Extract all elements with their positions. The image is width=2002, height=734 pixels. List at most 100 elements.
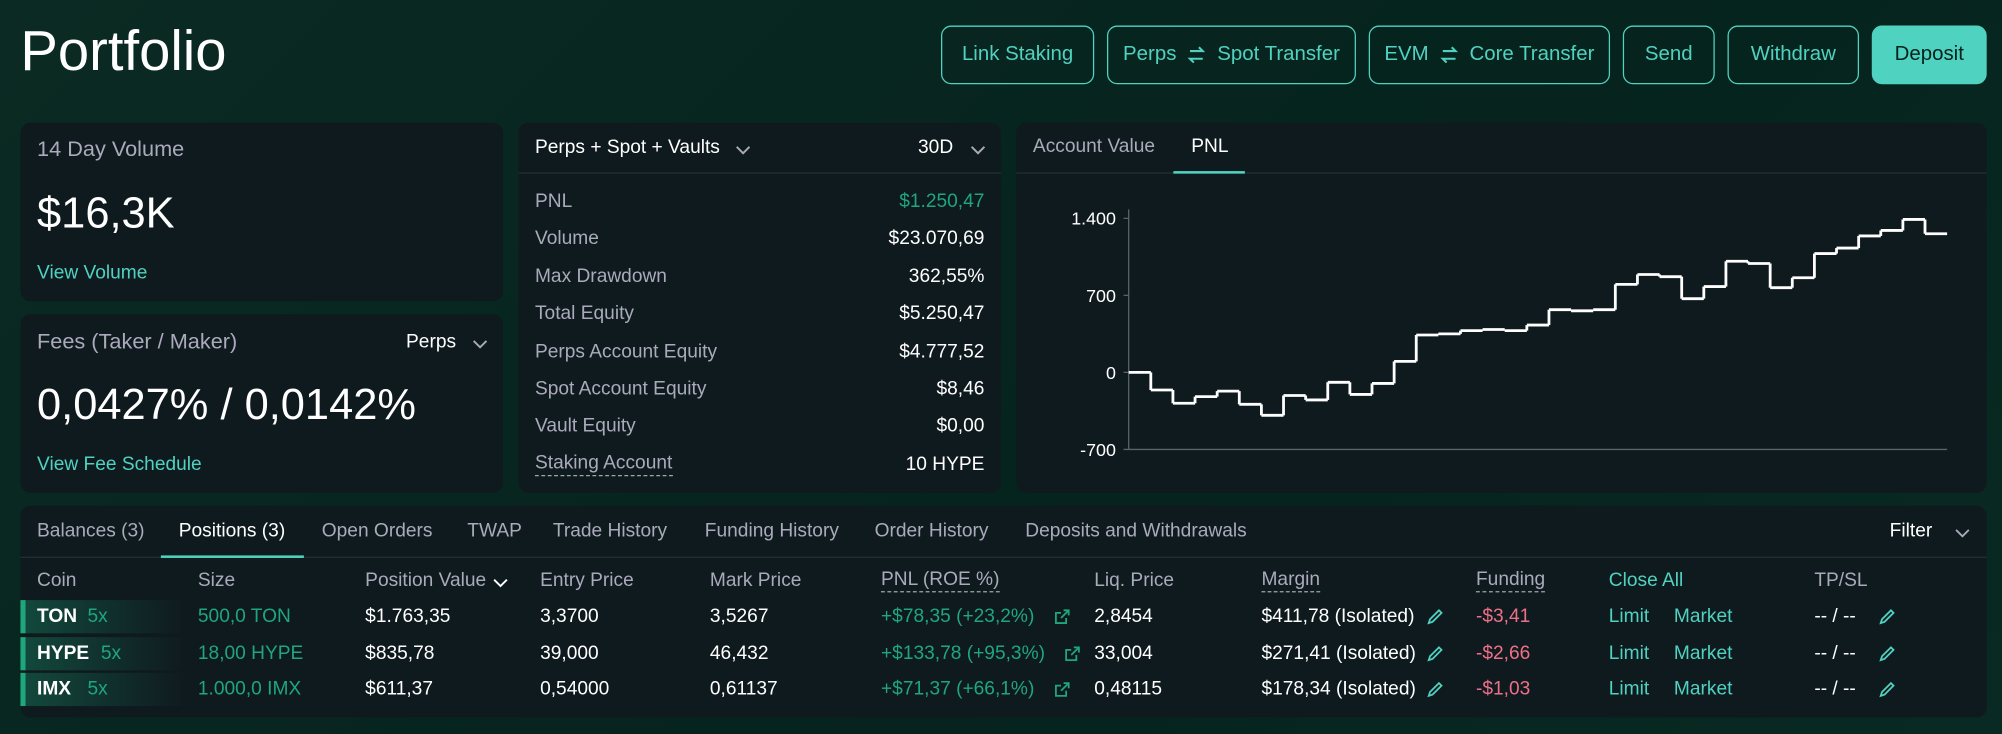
divider xyxy=(1016,172,1987,174)
stat-label: PNL xyxy=(534,190,573,212)
header-button[interactable]: Deposit xyxy=(1871,25,1987,85)
card-title: 14 Day Volume xyxy=(37,136,185,161)
stat-label: Perps Account Equity xyxy=(534,340,718,363)
y-tick-label: 1.400 xyxy=(1071,209,1116,229)
filter-button[interactable]: Filter xyxy=(1889,519,1933,542)
pnl: +$133,78 (+95,3%) xyxy=(880,641,1045,664)
row-side-indicator xyxy=(20,672,184,707)
edit-tpsl-icon xyxy=(1879,681,1895,698)
entry-price: 0,54000 xyxy=(540,677,610,700)
card-value: $16,3K xyxy=(37,188,175,238)
card-link[interactable]: View Fee Schedule xyxy=(37,453,202,475)
header-button[interactable]: Withdraw xyxy=(1727,25,1860,85)
tp-sl: -- / -- xyxy=(1814,605,1856,627)
coin: HYPE xyxy=(37,641,90,664)
margin: $411,78 (Isolated) xyxy=(1261,605,1415,627)
stat-label: Total Equity xyxy=(534,302,634,325)
column-header[interactable]: Position Value xyxy=(365,569,487,592)
close-limit[interactable]: Limit xyxy=(1608,605,1650,627)
chart-tab[interactable]: Account Value xyxy=(1032,135,1156,158)
external-link-icon xyxy=(1054,682,1070,697)
mark-price: 0,61137 xyxy=(709,677,778,700)
page-title: Portfolio xyxy=(20,20,227,83)
close-market[interactable]: Market xyxy=(1673,677,1733,700)
liq-price: 2,8454 xyxy=(1094,605,1153,627)
positions-tab[interactable]: Order History xyxy=(874,519,989,542)
close-market[interactable]: Market xyxy=(1673,641,1733,664)
chevron xyxy=(970,146,986,155)
positions-tab[interactable]: Deposits and Withdrawals xyxy=(1025,519,1247,542)
button-label: Deposit xyxy=(1894,43,1964,66)
fee-selector[interactable]: Perps xyxy=(406,330,457,353)
edit-margin-icon xyxy=(1427,609,1443,625)
stats-panel: Perps + Spot + Vaults 30D PNL $1.250,47 Volu… xyxy=(518,122,1002,493)
header-button[interactable]: EVM Core Transfer xyxy=(1368,25,1611,85)
card-link[interactable]: View Volume xyxy=(37,261,148,284)
positions-tab[interactable]: Balances (3) xyxy=(37,519,145,542)
mark-price: 46,432 xyxy=(709,641,769,664)
funding: -$1,03 xyxy=(1475,677,1531,700)
volume-card: 14 Day Volume $16,3K View Volume xyxy=(20,122,504,302)
period-selector[interactable]: 30D xyxy=(918,136,954,159)
position-value: $611,37 xyxy=(365,677,433,700)
y-tick-label: 700 xyxy=(1086,286,1116,306)
column-header: Coin xyxy=(37,569,77,592)
stat-value: $5.250,47 xyxy=(899,302,985,325)
stat-label: Vault Equity xyxy=(534,415,636,438)
column-header: Size xyxy=(197,569,236,592)
header-button[interactable]: Send xyxy=(1622,25,1715,85)
positions-panel: Balances (3) Positions (3) Open Orders TWAP… xyxy=(20,505,1987,718)
size: 18,00 HYPE xyxy=(197,641,304,664)
button-label: Spot Transfer xyxy=(1217,43,1340,66)
button-label: Link Staking xyxy=(961,43,1074,66)
stat-value: $0,00 xyxy=(936,415,985,438)
close-limit[interactable]: Limit xyxy=(1608,641,1650,664)
positions-tab[interactable]: Funding History xyxy=(704,519,839,542)
chart-tab[interactable]: PNL xyxy=(1191,135,1229,158)
y-tick-label: 0 xyxy=(1106,363,1116,383)
fees-card: Fees (Taker / Maker) Perps 0,0427% / 0,014… xyxy=(20,314,504,493)
position-value: $1.763,35 xyxy=(365,605,451,627)
positions-tab[interactable]: Trade History xyxy=(552,519,668,542)
stat-label: Staking Account xyxy=(534,452,673,476)
margin: $178,34 (Isolated) xyxy=(1261,677,1416,700)
edit-margin-icon xyxy=(1427,681,1443,698)
column-header: Funding xyxy=(1475,568,1546,593)
divider xyxy=(20,556,1987,558)
column-header: Liq. Price xyxy=(1094,569,1175,592)
stat-value: 362,55% xyxy=(908,265,985,288)
leverage: 5x xyxy=(87,677,108,700)
positions-tab[interactable]: Positions (3) xyxy=(178,519,286,542)
chevron xyxy=(1955,529,1970,538)
tp-sl: -- / -- xyxy=(1814,677,1856,700)
chevron xyxy=(736,146,751,155)
pnl: +$78,35 (+23,2%) xyxy=(880,605,1035,627)
positions-tab[interactable]: TWAP xyxy=(467,519,522,542)
stat-value: $1.250,47 xyxy=(899,190,985,212)
scope-selector[interactable]: Perps + Spot + Vaults xyxy=(534,136,720,159)
leverage: 5x xyxy=(87,605,108,627)
close-limit[interactable]: Limit xyxy=(1608,677,1650,700)
external-link-icon xyxy=(1064,645,1080,661)
button-label: EVM xyxy=(1384,43,1429,66)
column-header[interactable]: Close All xyxy=(1608,569,1684,592)
position-value: $835,78 xyxy=(365,641,435,664)
stat-label: Spot Account Equity xyxy=(534,377,707,400)
swap-icon xyxy=(1440,46,1458,64)
funding: -$3,41 xyxy=(1475,605,1531,627)
stat-value: $23.070,69 xyxy=(888,227,985,250)
chart-panel: Account Value PNL -700 0 700 1.400 xyxy=(1016,122,1987,493)
positions-tab[interactable]: Open Orders xyxy=(321,519,433,542)
external-link-icon xyxy=(1054,609,1070,624)
column-header: TP/SL xyxy=(1814,569,1868,592)
coin: IMX xyxy=(37,677,72,700)
liq-price: 0,48115 xyxy=(1094,677,1163,700)
header-button[interactable]: Link Staking xyxy=(941,25,1095,85)
liq-price: 33,004 xyxy=(1094,641,1153,664)
card-value: 0,0427% / 0,0142% xyxy=(37,380,416,430)
column-header: Margin xyxy=(1261,568,1321,593)
close-market[interactable]: Market xyxy=(1673,605,1733,627)
header-button[interactable]: Perps Spot Transfer xyxy=(1106,25,1356,85)
size: 500,0 TON xyxy=(197,605,291,627)
row-side-indicator xyxy=(20,636,184,670)
